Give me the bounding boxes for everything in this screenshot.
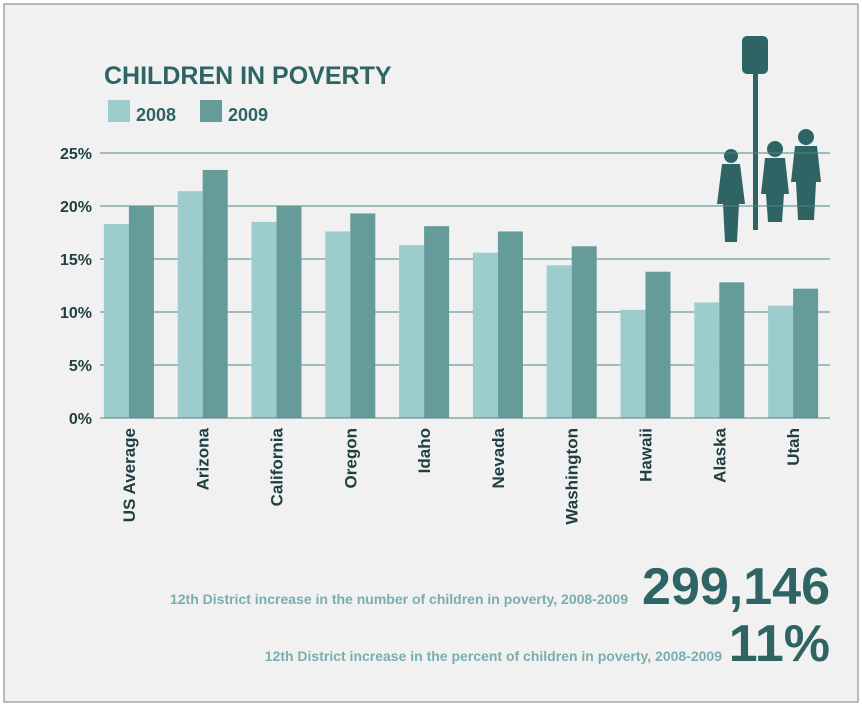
x-tick-label: Utah <box>784 428 803 466</box>
bar <box>793 288 819 418</box>
legend-label: 2009 <box>228 105 268 125</box>
annotation-text: 12th District increase in the percent of… <box>265 648 722 664</box>
bar <box>276 206 302 418</box>
bar <box>768 305 794 418</box>
y-tick-label: 20% <box>60 199 92 216</box>
bar <box>202 169 228 418</box>
x-tick-label: US Average <box>120 428 139 522</box>
x-tick-label: Alaska <box>710 427 729 482</box>
bar <box>103 224 129 418</box>
bar <box>350 213 376 418</box>
bar <box>694 302 720 418</box>
chart-title: CHILDREN IN POVERTY <box>104 62 392 90</box>
bar <box>645 271 671 418</box>
bar <box>399 245 425 418</box>
bar <box>251 221 277 418</box>
y-tick-label: 10% <box>60 305 92 322</box>
x-tick-label: Arizona <box>194 427 213 490</box>
x-tick-label: Oregon <box>341 428 360 488</box>
y-tick-label: 25% <box>60 146 92 163</box>
annotation-text: 12th District increase in the number of … <box>170 591 628 607</box>
y-tick-label: 15% <box>60 252 92 269</box>
y-tick-label: 5% <box>69 358 92 375</box>
x-tick-label: Washington <box>563 428 582 525</box>
bar <box>719 282 745 418</box>
x-tick-label: California <box>268 427 287 506</box>
bar <box>424 226 450 418</box>
bar <box>497 231 523 418</box>
legend-label: 2008 <box>136 105 176 125</box>
annotation-figure: 11% <box>729 615 830 673</box>
legend-swatch <box>108 100 130 122</box>
bar <box>571 246 597 418</box>
bar <box>472 252 498 418</box>
bar <box>128 206 154 418</box>
bar <box>546 265 572 418</box>
y-tick-label: 0% <box>69 411 92 428</box>
bar <box>177 191 203 418</box>
bar <box>325 231 351 418</box>
annotation-figure: 299,146 <box>642 558 830 616</box>
legend-swatch <box>200 100 222 122</box>
bar <box>620 309 646 418</box>
x-tick-label: Nevada <box>489 427 508 488</box>
x-tick-label: Idaho <box>415 428 434 473</box>
x-tick-label: Hawaii <box>637 428 656 482</box>
